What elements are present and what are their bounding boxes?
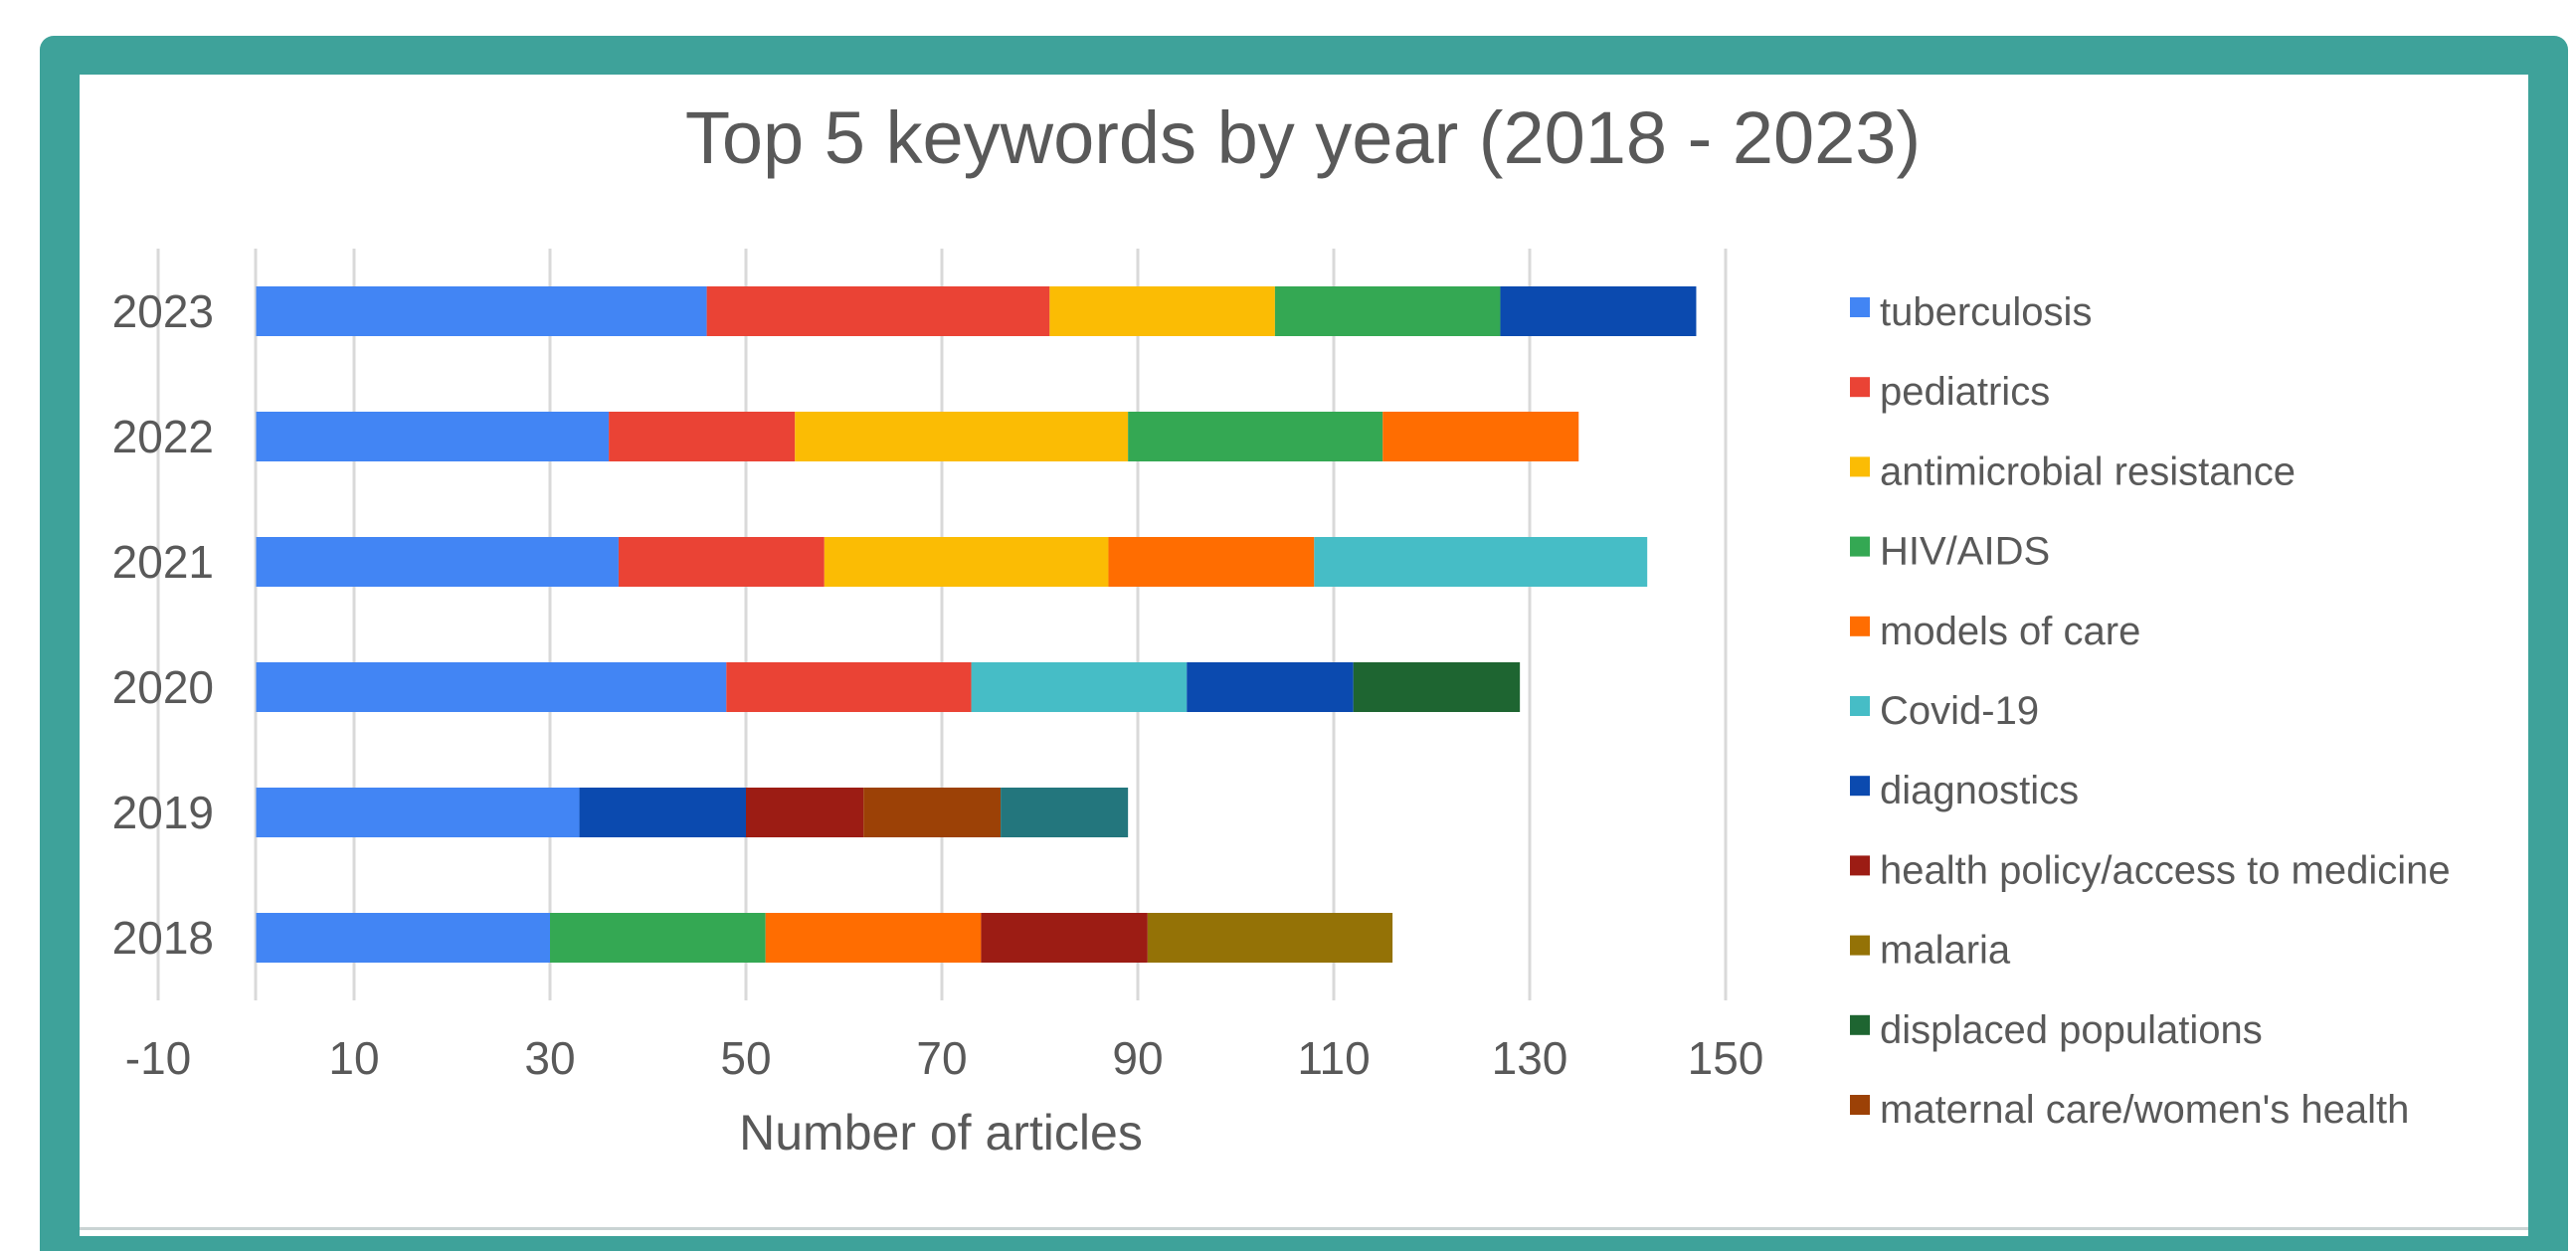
x-tick-label: 30 [524, 1032, 575, 1084]
y-tick-label: 2019 [112, 787, 214, 838]
legend-item: tuberculosis [1850, 290, 2092, 334]
bar-segment-unlabeled-2019 [1001, 788, 1129, 837]
legend-label: HIV/AIDS [1880, 530, 2050, 574]
legend-label: antimicrobial resistance [1880, 449, 2296, 493]
bar-segment-covid-19 [1314, 537, 1648, 587]
bar-segment-malaria [1147, 913, 1393, 963]
bar-segment-tuberculosis [256, 913, 550, 963]
legend-swatch [1850, 377, 1870, 398]
bar-segment-health-policy-access-to-medicine [746, 788, 864, 837]
legend-item: malaria [1850, 929, 2011, 973]
bar-2018 [256, 913, 1393, 963]
bar-segment-diagnostics [1187, 662, 1354, 712]
legend-swatch [1850, 855, 1870, 876]
bar-2020 [256, 662, 1521, 712]
y-tick-label: 2021 [112, 536, 214, 588]
bar-segment-antimicrobial-resistance [1049, 286, 1275, 336]
legend-label: tuberculosis [1880, 290, 2092, 334]
legend-swatch [1850, 776, 1870, 797]
bar-segment-covid-19 [971, 662, 1188, 712]
x-axis-tick-labels: -10 10 30 50 70 90 110 130 150 [125, 1032, 1764, 1084]
x-tick-label: 50 [720, 1032, 771, 1084]
x-tick-label: 150 [1688, 1032, 1764, 1084]
bar-segment-tuberculosis [256, 788, 580, 837]
x-tick-label: 70 [916, 1032, 967, 1084]
legend: tuberculosis pediatrics antimicrobial resi… [1850, 290, 2451, 1132]
bar-2023 [256, 286, 1697, 336]
legend-item: HIV/AIDS [1850, 530, 2050, 574]
bar-segment-hiv-aids [1274, 286, 1501, 336]
bar-segment-pediatrics [618, 537, 825, 587]
legend-item: displaced populations [1850, 1008, 2263, 1052]
bar-segment-diagnostics [579, 788, 746, 837]
chart-title: Top 5 keywords by year (2018 - 2023) [685, 96, 1921, 179]
bar-segment-maternal-care-women-s-health [863, 788, 1002, 837]
bar-segment-health-policy-access-to-medicine [981, 913, 1148, 963]
bar-segment-pediatrics [609, 412, 796, 461]
bar-segment-diagnostics [1500, 286, 1697, 336]
legend-item: diagnostics [1850, 769, 2079, 812]
bar-segment-tuberculosis [256, 662, 727, 712]
legend-item: models of care [1850, 610, 2140, 653]
legend-label: pediatrics [1880, 370, 2050, 414]
legend-label: displaced populations [1880, 1008, 2263, 1052]
bar-segment-displaced-populations [1353, 662, 1521, 712]
chart-panel [80, 75, 2528, 1236]
bar-segment-pediatrics [726, 662, 972, 712]
legend-label: health policy/access to medicine [1880, 848, 2451, 892]
bar-2022 [256, 412, 1579, 461]
bar-segment-models-of-care [1108, 537, 1315, 587]
legend-item: antimicrobial resistance [1850, 449, 2296, 493]
bar-segment-models-of-care [765, 913, 982, 963]
bar-2021 [256, 537, 1648, 587]
legend-label: maternal care/women's health [1880, 1088, 2409, 1132]
legend-swatch [1850, 536, 1870, 557]
bars [256, 286, 1697, 963]
bar-segment-tuberculosis [256, 286, 707, 336]
legend-item: health policy/access to medicine [1850, 848, 2451, 892]
legend-swatch [1850, 935, 1870, 956]
bar-segment-pediatrics [706, 286, 1050, 336]
x-tick-label: 10 [328, 1032, 379, 1084]
gridlines [156, 249, 1728, 1000]
bar-segment-models-of-care [1382, 412, 1579, 461]
y-tick-label: 2018 [112, 912, 214, 964]
legend-swatch [1850, 696, 1870, 716]
legend-label: malaria [1880, 929, 2011, 973]
y-tick-label: 2023 [112, 285, 214, 337]
legend-item: Covid-19 [1850, 689, 2039, 733]
bar-segment-hiv-aids [1128, 412, 1383, 461]
legend-label: models of care [1880, 610, 2140, 653]
x-tick-label: 130 [1492, 1032, 1568, 1084]
y-axis-tick-labels: 2023 2022 2021 2020 2019 2018 [112, 285, 214, 964]
bar-2019 [256, 788, 1129, 837]
x-tick-label: 110 [1297, 1032, 1370, 1084]
legend-item: pediatrics [1850, 370, 2050, 414]
bar-segment-hiv-aids [550, 913, 766, 963]
legend-swatch [1850, 1095, 1870, 1115]
legend-item: maternal care/women's health [1850, 1088, 2409, 1132]
y-tick-label: 2022 [112, 411, 214, 462]
legend-swatch [1850, 616, 1870, 636]
bar-segment-antimicrobial-resistance [795, 412, 1129, 461]
x-tick-label: -10 [125, 1032, 191, 1084]
legend-swatch [1850, 1014, 1870, 1035]
x-axis-title: Number of articles [739, 1105, 1143, 1161]
bar-segment-tuberculosis [256, 412, 610, 461]
legend-swatch [1850, 456, 1870, 477]
legend-swatch [1850, 297, 1870, 317]
x-tick-label: 90 [1112, 1032, 1163, 1084]
y-tick-label: 2020 [112, 661, 214, 713]
panel-bottom-rule [80, 1227, 2528, 1230]
bar-segment-antimicrobial-resistance [824, 537, 1109, 587]
legend-label: diagnostics [1880, 769, 2079, 812]
bar-segment-tuberculosis [256, 537, 619, 587]
legend-label: Covid-19 [1880, 689, 2039, 733]
